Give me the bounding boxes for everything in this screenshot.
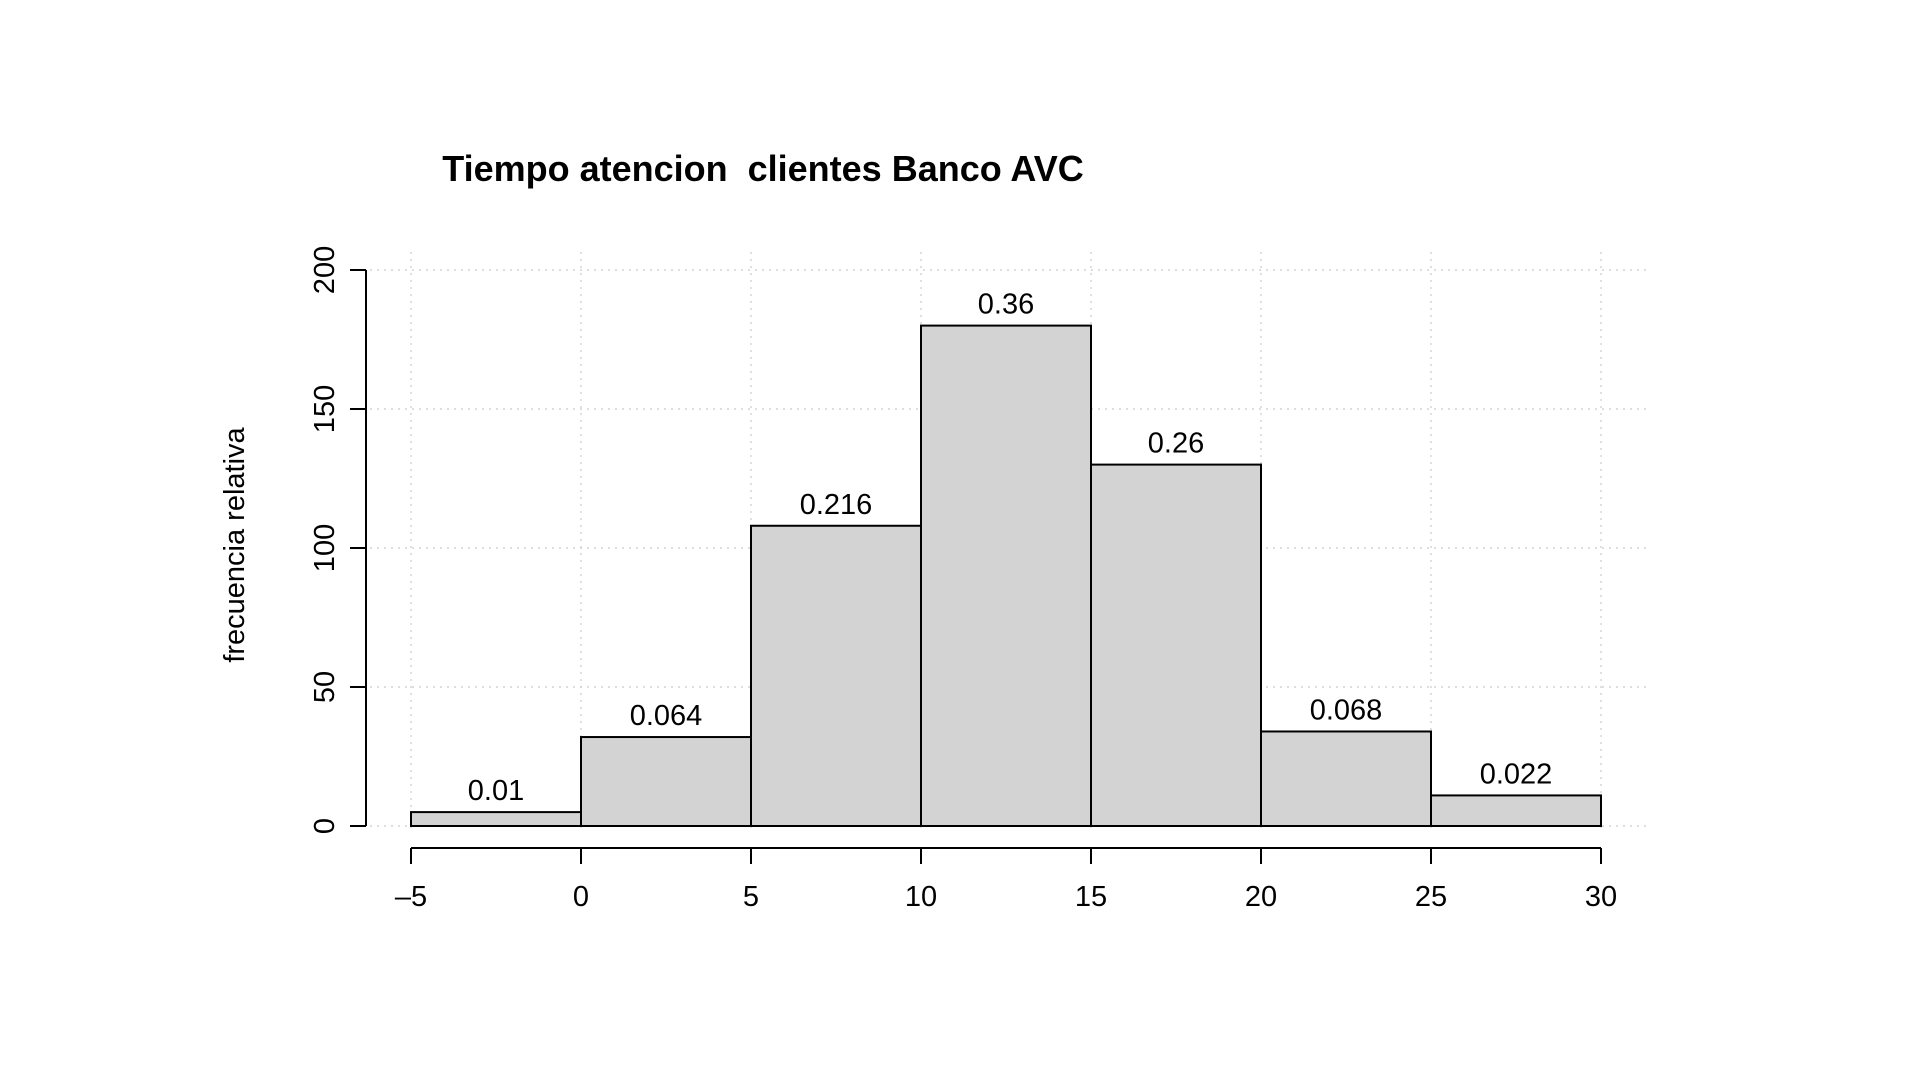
y-tick-label: 50: [309, 671, 341, 703]
histogram-bar: [1260, 730, 1432, 827]
y-tick-label: 0: [309, 818, 341, 834]
x-tick-label: 10: [905, 881, 937, 913]
x-tick-label: –5: [395, 881, 427, 913]
histogram-bar: [580, 736, 752, 827]
bar-value-label: 0.36: [978, 289, 1034, 321]
bar-value-label: 0.064: [630, 700, 703, 732]
y-tick-label: 200: [309, 246, 341, 294]
x-tick-label: 15: [1075, 881, 1107, 913]
bar-value-label: 0.01: [468, 775, 524, 807]
x-tick-label: 20: [1245, 881, 1277, 913]
histogram-bar: [920, 324, 1092, 827]
y-tick-label: 100: [309, 524, 341, 572]
y-axis-title: frecuencia relativa: [219, 426, 251, 662]
ticks-layer: 0 50 100 150 200 –5 0 5 10 15 20 25 30: [309, 246, 1617, 913]
histogram-bar: [750, 524, 922, 827]
x-tick-label: 30: [1585, 881, 1617, 913]
chart-title: Tiempo atencion clientes Banco AVC: [442, 148, 1083, 189]
histogram-bar: [1430, 794, 1602, 827]
y-tick-label: 150: [309, 385, 341, 433]
x-tick-label: 25: [1415, 881, 1447, 913]
histogram-bar: [410, 811, 582, 827]
bar-value-label: 0.26: [1148, 428, 1204, 460]
x-tick-label: 5: [743, 881, 759, 913]
bar-value-label: 0.022: [1480, 758, 1553, 790]
histogram-bar: [1090, 463, 1262, 827]
bar-labels-layer: 0.01 0.064 0.216 0.36 0.26 0.068 0.022: [468, 289, 1553, 807]
bars-layer: [410, 324, 1602, 827]
bar-value-label: 0.216: [800, 489, 873, 521]
bar-value-label: 0.068: [1310, 694, 1383, 726]
x-tick-label: 0: [573, 881, 589, 913]
